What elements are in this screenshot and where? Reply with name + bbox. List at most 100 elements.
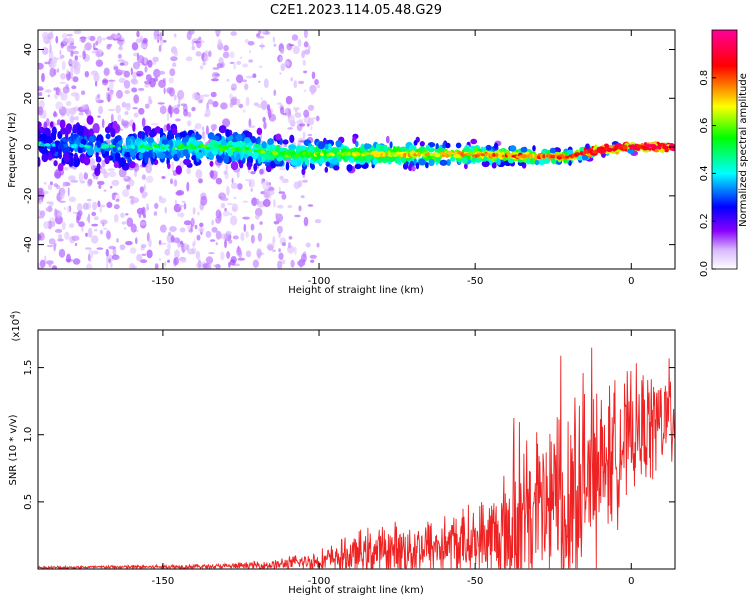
spectral-speckle [293, 181, 300, 190]
spectral-speckle [48, 238, 56, 245]
spectral-speckle [167, 259, 170, 263]
spectral-speckle [181, 200, 186, 203]
spectral-speckle [146, 175, 154, 184]
spectral-speckle [193, 239, 196, 246]
spectral-speckle [217, 39, 222, 47]
spectral-speckle [306, 123, 310, 127]
spectral-speckle [208, 50, 212, 58]
spectral-speckle [169, 68, 176, 77]
spectral-blob [354, 163, 362, 170]
spectral-speckle [97, 115, 101, 118]
spectral-blob [392, 146, 396, 154]
snr-x-label: Height of straight line (km) [288, 585, 424, 596]
spectral-speckle [148, 238, 152, 248]
spectral-blob [179, 131, 187, 138]
spectral-blob [182, 136, 189, 143]
spectral-speckle [41, 47, 49, 55]
spectral-speckle [163, 87, 166, 95]
spectral-speckle [183, 202, 187, 210]
spectral-speckle [69, 223, 75, 228]
spectral-core [363, 151, 369, 156]
spectral-speckle [187, 248, 195, 255]
spectral-speckle [310, 126, 313, 130]
spectral-speckle [199, 222, 204, 228]
spectral-speckle [153, 68, 161, 78]
spectral-blob [195, 147, 200, 154]
spectral-speckle [260, 100, 268, 111]
spectral-speckle [145, 164, 152, 174]
spectrogram-panel: -150 -100 -50 0 -40 -20 0 20 40 Height of strai… [7, 29, 676, 296]
spectral-speckle [106, 259, 109, 269]
spectral-speckle [74, 55, 79, 61]
spectral-speckle [154, 263, 159, 269]
spectral-blob [52, 132, 57, 141]
spectral-speckle [107, 79, 116, 82]
spectral-speckle [159, 224, 167, 233]
spectral-speckle [99, 167, 107, 174]
spectral-core [227, 145, 233, 148]
spectral-speckle [60, 54, 65, 59]
spectral-speckle [172, 62, 177, 67]
spectral-speckle [187, 225, 191, 231]
spectral-speckle [175, 191, 182, 196]
spectral-blob [282, 139, 289, 145]
spectral-blob [532, 145, 536, 152]
spectral-blob [603, 143, 610, 149]
spectral-speckle [125, 240, 133, 246]
spectral-speckle [198, 178, 203, 184]
spectral-blob [105, 133, 111, 140]
spectral-speckle [38, 62, 44, 70]
spectral-speckle [39, 199, 42, 205]
spectral-speckle [94, 47, 98, 51]
spectral-speckle [282, 112, 287, 116]
spectral-core [110, 144, 116, 148]
spectral-speckle [178, 205, 184, 208]
spectral-blob [95, 149, 99, 161]
spectral-blob [352, 136, 357, 144]
spectral-blob [266, 165, 272, 173]
spectral-core [645, 147, 652, 151]
colorbar-ticks: 0.0 0.2 0.4 0.6 0.8 [699, 70, 716, 277]
spectral-speckle [55, 35, 59, 44]
snr-y-label: SNR (10 * v/v) [8, 414, 19, 485]
spectral-speckle [226, 185, 230, 196]
spectral-blob [195, 134, 202, 140]
spectral-core [356, 152, 360, 157]
spectral-core [375, 154, 382, 158]
spectral-core [565, 155, 570, 159]
spectral-speckle [309, 84, 317, 94]
spectral-speckle [130, 223, 137, 233]
spectral-core [162, 144, 167, 149]
spectral-speckle [284, 107, 291, 115]
spectral-blob [72, 156, 80, 168]
spectral-blob [72, 124, 78, 133]
spectral-speckle [170, 178, 173, 185]
spectral-speckle [242, 63, 249, 68]
spectral-speckle [250, 223, 255, 231]
spectral-speckle [194, 224, 198, 230]
spectral-blob [317, 141, 326, 150]
spectral-speckle [136, 55, 145, 64]
colorbar-gradient [711, 29, 738, 270]
spectral-blob [225, 129, 230, 137]
colorbar-tick-label: 0.6 [699, 118, 710, 134]
spectral-speckle [83, 44, 86, 52]
spectral-speckle [99, 49, 103, 54]
spectral-speckle [273, 43, 277, 47]
spectral-speckle [129, 263, 135, 269]
spectral-speckle [183, 108, 189, 117]
spectral-speckle [171, 161, 174, 171]
spectral-blob [494, 142, 499, 149]
spectral-speckle [168, 231, 172, 237]
spectral-speckle [113, 204, 120, 210]
spectral-speckle [48, 261, 52, 268]
spectral-speckle [237, 183, 243, 190]
spectral-speckle [118, 69, 126, 73]
colorbar-label: Normalized spectral amplitude [738, 73, 749, 227]
spectral-blob [86, 129, 90, 140]
spectral-speckle [226, 251, 231, 259]
spectral-speckle [39, 210, 46, 217]
spectral-blob [445, 142, 451, 149]
spectral-speckle [41, 72, 45, 83]
spectral-blob [92, 123, 100, 134]
